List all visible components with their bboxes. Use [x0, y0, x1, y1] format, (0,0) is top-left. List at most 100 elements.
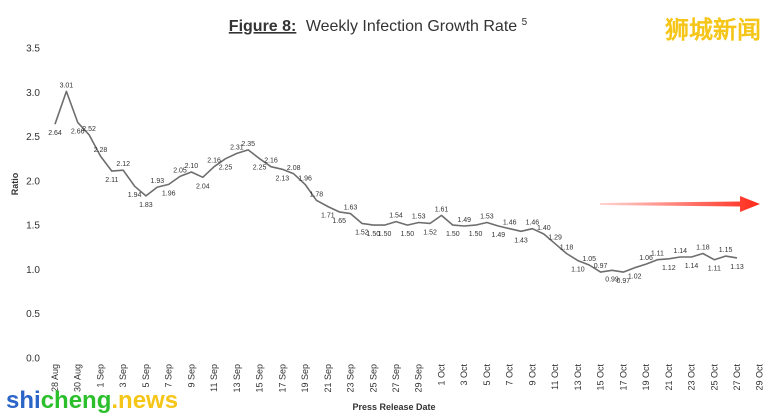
- x-tick-label: 21 Oct: [664, 364, 674, 391]
- data-label: 2.16: [207, 158, 221, 165]
- data-label: 1.54: [389, 213, 403, 220]
- data-label: 1.93: [150, 178, 164, 185]
- data-label: 1.53: [480, 214, 494, 221]
- data-label: 1.14: [685, 263, 699, 270]
- data-label: 2.05: [173, 167, 187, 174]
- data-label: 0.97: [616, 278, 630, 285]
- data-label: 1.65: [332, 218, 346, 225]
- x-tick-label: 30 Aug: [73, 364, 83, 392]
- x-tick-label: 21 Sep: [323, 364, 333, 393]
- chart-title-main: Weekly Infection Growth Rate: [306, 18, 517, 35]
- data-label: 1.78: [310, 191, 324, 198]
- data-label: 2.52: [82, 126, 96, 133]
- data-label: 2.08: [287, 165, 301, 172]
- y-tick-label: 3.0: [26, 88, 40, 99]
- data-label: 2.64: [48, 130, 62, 137]
- x-tick-label: 1 Sep: [95, 364, 105, 388]
- data-label: 1.50: [446, 231, 460, 238]
- chart-title-prefix: Figure 8:: [229, 18, 297, 35]
- y-tick-label: 2.5: [26, 132, 40, 143]
- data-label: 1.49: [457, 217, 471, 224]
- data-label: 1.71: [321, 213, 335, 220]
- x-tick-label: 13 Oct: [573, 364, 583, 391]
- data-label: 1.40: [537, 225, 551, 232]
- data-label: 1.43: [514, 237, 528, 244]
- x-tick-label: 11 Oct: [550, 364, 560, 390]
- data-label: 2.25: [219, 165, 233, 172]
- x-tick-label: 3 Sep: [118, 364, 128, 388]
- data-label: 3.01: [60, 82, 74, 89]
- x-tick-label: 29 Sep: [414, 364, 424, 393]
- data-label: 2.13: [275, 175, 289, 182]
- data-label: 1.15: [719, 247, 733, 254]
- data-label: 1.14: [673, 248, 687, 255]
- data-label: 1.94: [128, 192, 142, 199]
- x-tick-label: 13 Sep: [232, 364, 242, 393]
- data-label: 1.50: [469, 231, 483, 238]
- x-tick-label: 19 Oct: [641, 364, 651, 391]
- data-label: 1.11: [651, 251, 664, 258]
- x-tick-label: 25 Oct: [709, 364, 719, 391]
- x-tick-label: 11 Sep: [209, 364, 219, 392]
- x-tick-label: 27 Sep: [391, 364, 401, 393]
- x-tick-label: 17 Sep: [277, 364, 287, 393]
- x-tick-label: 29 Oct: [755, 364, 765, 391]
- data-label: 1.10: [571, 267, 585, 274]
- x-tick-label: 9 Oct: [527, 364, 537, 386]
- x-tick-label: 15 Oct: [596, 364, 606, 391]
- x-tick-label: 17 Oct: [618, 364, 628, 391]
- x-tick-label: 5 Sep: [141, 364, 151, 388]
- data-label: 1.96: [162, 190, 176, 197]
- x-tick-label: 23 Sep: [346, 364, 356, 393]
- y-tick-label: 2.0: [26, 176, 40, 187]
- watermark-bottom-left: shicheng.news: [6, 387, 178, 414]
- y-tick-label: 3.5: [26, 44, 40, 55]
- data-label: 2.11: [105, 177, 118, 184]
- data-label: 2.16: [264, 158, 278, 165]
- x-tick-label: 5 Oct: [482, 364, 492, 386]
- data-label: 1.83: [139, 202, 153, 209]
- y-tick-label: 1.0: [26, 265, 40, 276]
- arrow-icon: [600, 196, 760, 212]
- x-tick-label: 7 Oct: [505, 364, 515, 386]
- data-label: 1.06: [639, 255, 653, 262]
- series-line: [54, 90, 738, 273]
- y-axis-label: Ratio: [10, 172, 20, 195]
- x-tick-label: 9 Sep: [186, 364, 196, 388]
- x-tick-label: 7 Sep: [164, 364, 174, 388]
- data-label: 2.12: [116, 161, 130, 168]
- watermark-news: .news: [111, 387, 178, 414]
- x-tick-label: 19 Sep: [300, 364, 310, 393]
- data-label: 1.18: [696, 245, 710, 252]
- chart-title-superscript: 5: [522, 17, 528, 28]
- y-tick-label: 0.0: [26, 354, 40, 365]
- x-tick-label: 27 Oct: [732, 364, 742, 391]
- data-label: 1.46: [526, 220, 540, 227]
- x-axis-label: Press Release Date: [352, 402, 435, 412]
- watermark-cheng: cheng: [41, 387, 112, 414]
- data-label: 1.61: [435, 206, 449, 213]
- data-label: 1.50: [378, 231, 392, 238]
- data-label: 1.52: [355, 229, 369, 236]
- data-label: 2.25: [253, 165, 267, 172]
- data-label: 1.29: [548, 235, 562, 242]
- data-label: 1.96: [298, 175, 312, 182]
- data-labels: 2.64 3.01 2.662.52 2.28 2.11 2.12 1.94 1.83 1.93…: [48, 82, 744, 285]
- watermark-top-right: 狮城新闻: [665, 16, 761, 44]
- data-label: 1.05: [582, 256, 596, 263]
- data-label: 1.13: [730, 264, 744, 271]
- x-tick-label: 28 Aug: [50, 364, 60, 392]
- data-label: 1.02: [628, 274, 642, 281]
- x-axis-ticks: 28 Aug 30 Aug 1 Sep 3 Sep 5 Sep 7 Sep 9 Sep 11 …: [50, 364, 765, 393]
- data-label: 2.35: [241, 141, 255, 148]
- data-label: 1.12: [662, 265, 676, 272]
- data-label: 2.31: [230, 144, 244, 151]
- watermark-shi: shi: [6, 387, 41, 414]
- data-label: 1.50: [366, 231, 380, 238]
- data-label: 1.46: [503, 220, 517, 227]
- data-label: 0.97: [594, 263, 608, 270]
- annotation-arrow: [600, 196, 760, 212]
- data-label: 2.04: [196, 183, 210, 190]
- data-label: 1.63: [344, 205, 358, 212]
- y-tick-label: 1.5: [26, 221, 40, 232]
